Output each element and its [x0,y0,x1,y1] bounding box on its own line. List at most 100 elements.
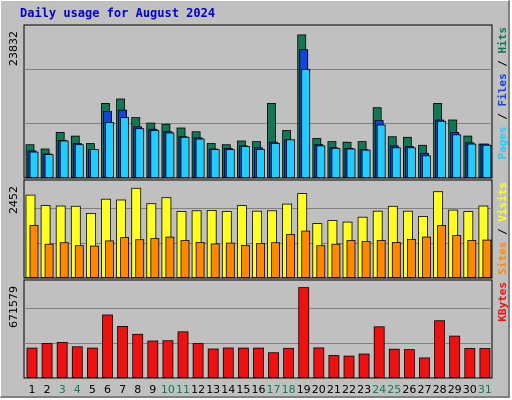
kbytes-bar [419,357,430,378]
x-tick-label: 26 [402,383,416,396]
sites-bar [467,240,477,278]
kbytes-bar [313,347,325,378]
sites-bar [331,243,341,278]
pages-bar [180,136,190,178]
kbytes-bar [283,347,295,378]
x-tick-label: 19 [297,383,311,396]
x-tick-label: 14 [221,383,235,396]
x-tick-label: 3 [59,383,66,396]
x-tick-label: 9 [149,383,156,396]
kbytes-bar [207,348,219,378]
x-tick-label: 25 [387,383,401,396]
kbytes-bar [298,287,310,378]
x-tick-label: 1 [29,383,36,396]
sites-bar [90,245,99,278]
pages-bar [225,149,235,178]
kbytes-bar [41,343,53,378]
pages-bar [391,147,401,178]
x-tick-label: 18 [282,383,296,396]
x-tick-label: 12 [191,383,205,396]
x-tick-label: 23 [357,383,371,396]
x-tick-label: 15 [236,383,250,396]
legend-pages-files-hits: Pages / Files / Hits [496,27,509,160]
pages-bar [195,138,205,178]
kbytes-bar [388,348,400,378]
sites-bar [406,238,416,278]
pages-bar [210,149,220,178]
sites-bar [44,243,54,278]
x-tick-label: 30 [463,383,477,396]
x-tick-label: 13 [206,383,220,396]
pages-bar [120,117,129,178]
sites-bar [376,240,386,278]
x-tick-label: 27 [418,383,432,396]
x-tick-label: 6 [104,383,111,396]
sites-bar [286,234,296,278]
chart-title: Daily usage for August 2024 [20,6,216,20]
x-tick-label: 22 [342,383,356,396]
pages-bar [467,143,477,178]
pages-bar [240,146,250,178]
kbytes-bar [464,348,476,378]
kbytes-bar [328,355,340,378]
pages-bar [346,148,356,178]
y-axis-max-label: 23832 [7,31,20,66]
pages-bar [44,154,54,178]
sites-bar [225,242,235,278]
x-tick-label: 21 [327,383,341,396]
x-tick-label: 20 [312,383,326,396]
pages-bar [361,149,371,178]
sites-bar [120,237,129,278]
x-tick-label: 29 [448,383,462,396]
pages-bar [271,143,280,178]
sites-bar [105,240,114,278]
pages-bar [286,139,296,178]
x-tick-label: 28 [433,383,447,396]
pages-bar [29,151,39,178]
x-tick-label: 4 [74,383,81,396]
kbytes-bar [147,340,159,378]
pages-bar [301,69,311,178]
kbytes-bar [222,347,234,378]
sites-bar [240,244,250,278]
kbytes-bar [479,348,491,378]
x-tick-label: 24 [372,383,386,396]
kbytes-bar [434,320,446,378]
sites-bar [437,225,447,278]
kbytes-bar [102,314,113,378]
x-tick-label: 2 [44,383,51,396]
kbytes-bar [403,349,415,378]
pages-bar [90,149,99,178]
sites-bar [135,239,145,278]
sites-bar [301,230,311,278]
kbytes-bar [26,347,38,378]
legend-kbytes: KBytes [496,282,509,322]
pages-bar [482,144,492,178]
sites-bar [59,242,69,278]
sites-bar [391,241,401,278]
kbytes-bar [343,355,355,378]
sites-bar [452,235,462,278]
x-tick-label: 11 [176,383,190,396]
sites-bar [361,241,371,278]
x-tick-label: 16 [252,383,266,396]
sites-bar [210,243,220,278]
pages-bar [331,147,341,178]
pages-bar [376,124,386,178]
kbytes-bar [192,343,204,378]
pages-bar [406,147,416,178]
sites-bar [165,236,175,278]
kbytes-bar [177,331,189,378]
kbytes-bar [162,340,174,378]
sites-bar [195,241,205,278]
x-tick-label: 17 [267,383,281,396]
pages-bar [135,128,145,178]
kbytes-bar [87,347,98,378]
x-tick-label: 10 [161,383,175,396]
kbytes-bar [237,347,249,378]
sites-bar [256,243,265,278]
kbytes-bar [449,335,461,378]
pages-bar [452,134,462,178]
legend-sites-visits: Sites / Visits [496,182,509,275]
